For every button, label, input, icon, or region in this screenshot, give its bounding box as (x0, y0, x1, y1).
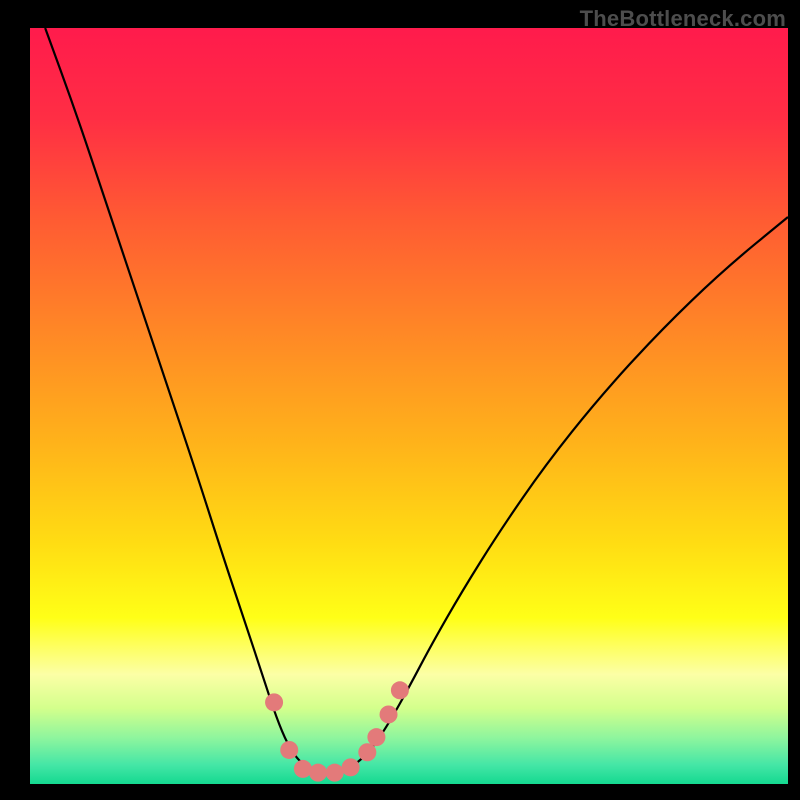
chart-container: TheBottleneck.com (0, 0, 800, 800)
marker-point (326, 764, 344, 782)
marker-point (280, 741, 298, 759)
bottleneck-chart (0, 0, 800, 800)
marker-point (294, 760, 312, 778)
marker-point (367, 728, 385, 746)
marker-point (380, 705, 398, 723)
marker-point (265, 693, 283, 711)
marker-point (358, 743, 376, 761)
marker-point (309, 764, 327, 782)
marker-point (391, 681, 409, 699)
plot-background (30, 28, 788, 784)
marker-point (342, 758, 360, 776)
watermark-text: TheBottleneck.com (580, 6, 786, 32)
